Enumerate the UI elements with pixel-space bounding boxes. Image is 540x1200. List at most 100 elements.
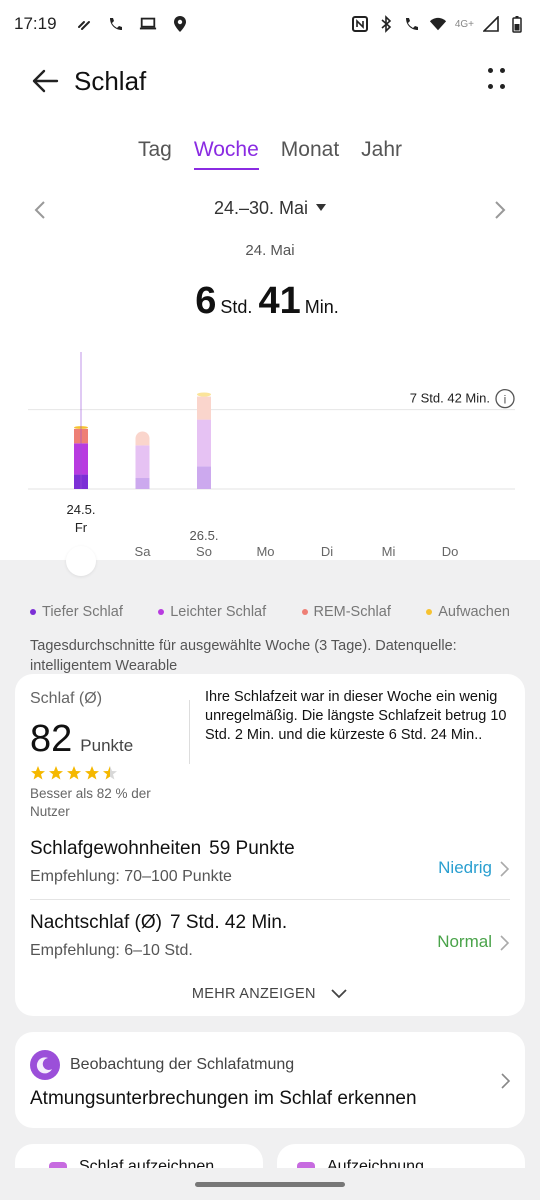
legend-item: REM-Schlaf — [301, 604, 391, 620]
tab-day[interactable]: Tag — [137, 138, 172, 161]
laptop-icon — [139, 15, 157, 33]
previous-week-button[interactable] — [30, 198, 50, 222]
tick-date-label: 26.5. — [190, 528, 219, 543]
tick-date-label: 24.5. — [67, 502, 96, 517]
tick-label: Di — [321, 544, 333, 559]
status-time: 17:19 — [14, 14, 57, 33]
chevron-right-icon — [501, 1073, 511, 1089]
page-title: Schlaf — [74, 65, 147, 96]
reference-label: 7 Std. 42 Min. — [410, 391, 490, 406]
metric-row-night-sleep[interactable]: Nachtschlaf (Ø) 7 Std. 42 Min. Empfehlung… — [30, 912, 510, 978]
date-range-label: 24.–30. Mai — [213, 198, 309, 218]
status-bar: 17:19 4G+ — [0, 0, 540, 48]
bar-segment — [197, 466, 211, 489]
score-unit: Punkte — [80, 736, 134, 755]
tab-year[interactable]: Jahr — [361, 138, 403, 161]
sleep-summary-card: Schlaf (Ø) 82 Punkte Besser als 82 % der… — [15, 674, 525, 1016]
legend-item: Aufwachen — [426, 604, 510, 620]
data-source-note: Tagesdurchschnitte für ausgewählte Woche… — [30, 638, 457, 674]
tick-label: Sa — [135, 544, 152, 559]
dot — [488, 84, 493, 89]
legend-dot — [426, 609, 433, 615]
more-options-button[interactable] — [482, 66, 512, 96]
star-icon — [31, 766, 45, 780]
tab-month[interactable]: Monat — [280, 138, 340, 161]
bar-segment — [135, 438, 150, 446]
legend-dot — [301, 609, 308, 615]
tick-label: Do — [442, 544, 459, 559]
arrow-left-icon — [32, 69, 59, 93]
legend-item: Leichter Schlaf — [158, 604, 266, 620]
metric-row-sleep-habits[interactable]: Schlafgewohnheiten 59 Punkte Empfehlung: … — [30, 838, 510, 904]
card-subtitle: Beobachtung der Schlafatmung — [70, 1056, 295, 1073]
star-rating — [30, 765, 190, 781]
chevron-right-icon — [500, 861, 510, 877]
hours-unit: Std. — [220, 297, 253, 317]
total-minutes: 41 — [258, 280, 301, 322]
metric-status: Normal — [437, 932, 492, 951]
signal-icon — [482, 15, 500, 33]
metric-value: 7 Std. 42 Min. — [169, 912, 288, 933]
bar-segment — [135, 445, 150, 479]
bar-segment — [135, 478, 150, 489]
selected-date: 24. Mai — [245, 242, 295, 259]
period-tabs: Tag Woche Monat Jahr — [0, 138, 540, 170]
wifi-icon — [429, 15, 447, 33]
back-button[interactable] — [22, 58, 68, 104]
metric-title: Nachtschlaf (Ø) — [30, 912, 162, 933]
battery-icon — [508, 15, 526, 33]
bluetooth-icon — [377, 15, 395, 33]
network-type: 4G+ — [454, 18, 474, 30]
next-week-button[interactable] — [490, 198, 510, 222]
tick-label: Fr — [75, 520, 88, 535]
legend-item: Tiefer Schlaf — [30, 604, 123, 620]
date-range-selector: 24.–30. Mai — [0, 198, 540, 224]
metric-title: Schlafgewohnheiten — [30, 838, 202, 859]
dot — [488, 68, 493, 73]
legend-dot — [30, 609, 36, 615]
metric-status: Niedrig — [438, 858, 492, 877]
dot — [500, 68, 505, 73]
tick-label: Mi — [382, 544, 396, 559]
link-icon — [75, 15, 93, 33]
divider — [30, 899, 510, 900]
selection-handle[interactable] — [66, 546, 96, 576]
gesture-navigation-bar[interactable] — [195, 1182, 345, 1187]
weekly-sleep-chart[interactable]: 7 Std. 42 Min. i 24.5. Fr Sa 26.5.So Mo Di Mi Do — [0, 340, 540, 560]
divider — [189, 700, 190, 764]
bar-segment — [197, 392, 211, 397]
nfc-icon — [351, 15, 369, 33]
sleep-breathing-icon — [30, 1050, 60, 1080]
legend-label: REM-Schlaf — [313, 604, 391, 620]
star-icon — [67, 766, 81, 780]
star-icon — [103, 766, 117, 780]
metric-recommendation: Empfehlung: 70–100 Punkte — [30, 868, 232, 885]
legend-label: Tiefer Schlaf — [42, 604, 123, 620]
wifi-call-icon — [107, 15, 125, 33]
tick-label: Mo — [256, 544, 274, 559]
legend-label: Leichter Schlaf — [170, 604, 267, 620]
dropdown-caret-icon — [316, 204, 327, 211]
card-title: Atmungsunterbrechungen im Schlaf erkenne… — [30, 1088, 417, 1109]
comparison-text: Besser als 82 % der Nutzer — [30, 786, 151, 819]
legend-dot — [158, 609, 165, 615]
info-icon-glyph: i — [504, 393, 507, 407]
total-hours: 6 — [195, 280, 217, 322]
show-more-button[interactable]: MEHR ANZEIGEN — [15, 986, 525, 1002]
dot — [500, 84, 505, 89]
info-icon — [495, 388, 515, 409]
tab-week[interactable]: Woche — [193, 138, 259, 170]
location-icon — [171, 15, 189, 33]
bar-segment — [197, 419, 211, 467]
chevron-right-icon — [500, 935, 510, 951]
app-header: Schlaf — [0, 56, 540, 106]
breathing-monitor-card[interactable]: Beobachtung der Schlafatmung Atmungsunte… — [15, 1032, 525, 1128]
legend-label: Aufwachen — [438, 604, 510, 620]
show-more-label: MEHR ANZEIGEN — [191, 986, 316, 1002]
sleep-total: 6 Std. 41 Min. — [0, 280, 540, 323]
metric-value: 59 Punkte — [209, 838, 295, 859]
date-range-dropdown[interactable]: 24.–30. Mai — [0, 198, 540, 219]
call-icon — [403, 15, 421, 33]
tick-label: So — [196, 544, 212, 559]
chevron-down-icon — [331, 989, 347, 999]
